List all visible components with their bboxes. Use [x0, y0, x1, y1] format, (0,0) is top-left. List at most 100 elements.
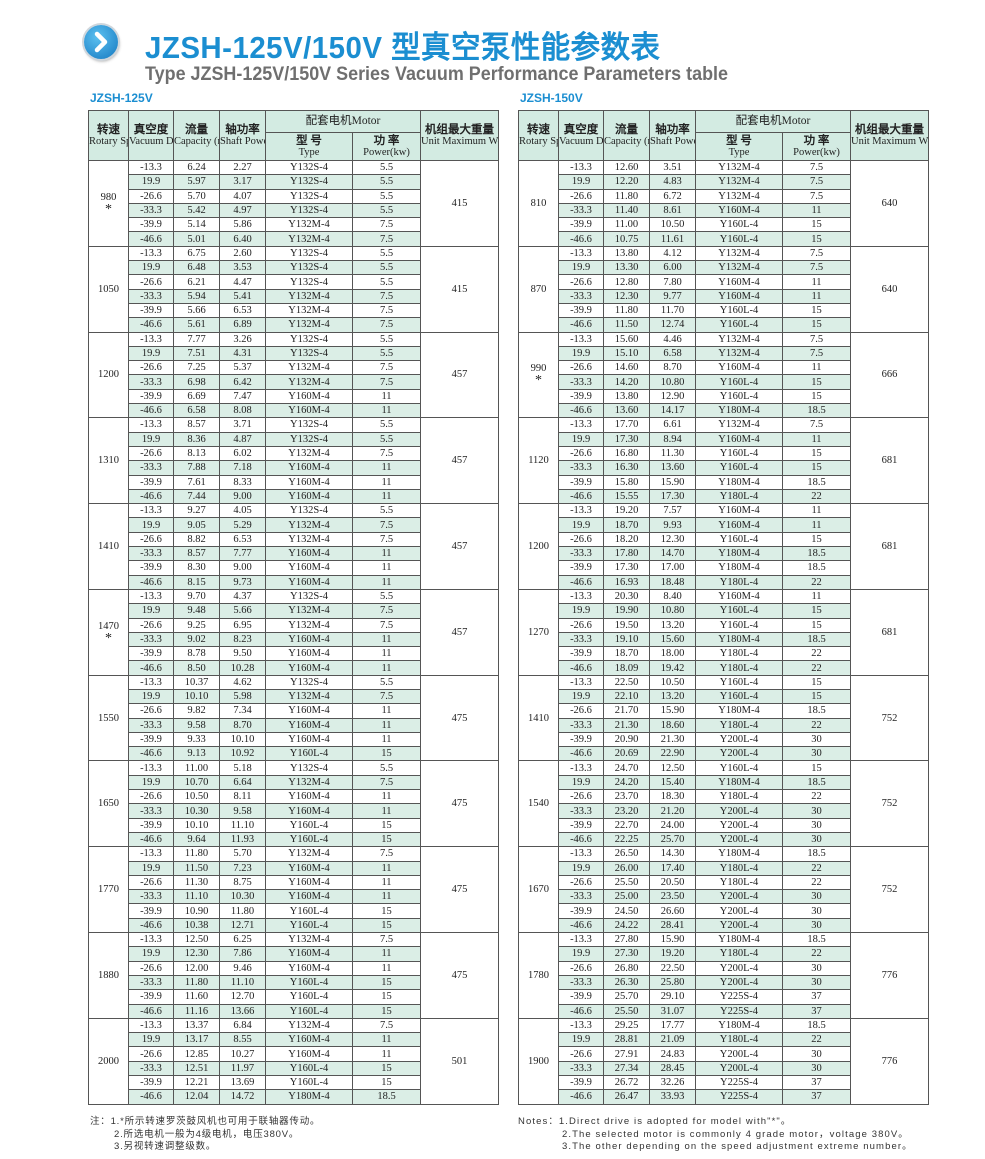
motor-power-cell: 22: [782, 488, 851, 505]
capacity-cell: 22.10: [603, 688, 650, 705]
header-vacuum-cn: 真空度: [563, 124, 599, 136]
shaft-power-cell: 10.28: [219, 660, 266, 676]
motor-type-cell: Y160L-4: [265, 746, 353, 762]
shaft-power-cell: 18.60: [649, 717, 696, 733]
capacity-cell: 20.30: [603, 588, 650, 605]
shaft-power-cell: 6.53: [219, 302, 266, 319]
table-row: 1120 -13.3 17.70 6.61 Y132M-4 7.5 681: [518, 417, 929, 505]
motor-type-cell: Y180L-4: [695, 646, 783, 662]
rotary-speed: 2000: [98, 1055, 119, 1067]
unit-weight-cell: 776: [850, 1017, 929, 1105]
shaft-power-cell: 2.27: [219, 159, 266, 176]
vacuum-cell: -39.9: [128, 302, 174, 319]
capacity-cell: 24.20: [603, 774, 650, 791]
capacity-cell: 12.00: [173, 960, 220, 976]
motor-power-cell: 7.5: [782, 345, 851, 362]
note-cn-2: 2.所选电机一般为4级电机，电压380V。: [114, 1128, 300, 1140]
rotary-speed-cell: 1540: [518, 760, 559, 848]
motor-type-cell: Y160M-4: [265, 717, 353, 733]
motor-type-cell: Y160M-4: [265, 1032, 353, 1048]
motor-type-cell: Y160M-4: [265, 546, 353, 562]
motor-power-cell: 15: [352, 917, 421, 934]
shaft-power-cell: 10.80: [649, 374, 696, 390]
header-weight-en: Unit Maximum Weight （kg）: [851, 136, 928, 147]
table-row: 19.9 8.36 4.87 Y132S-4 5.5: [89, 431, 499, 447]
shaft-power-cell: 32.26: [649, 1074, 696, 1091]
shaft-power-cell: 11.10: [219, 817, 266, 833]
shaft-power-cell: 7.34: [219, 703, 266, 719]
motor-type-cell: Y160M-4: [265, 660, 353, 676]
rotary-speed-cell: 1780: [518, 932, 559, 1019]
note-en-2: 2.The selected motor is commonly 4 grade…: [562, 1128, 909, 1140]
rotary-speed-cell: 1410: [518, 674, 559, 762]
shaft-power-cell: 11.70: [649, 302, 696, 319]
rotary-speed: 980: [100, 191, 117, 203]
table-row: -33.3 27.34 28.45 Y200L-4 30: [519, 1060, 929, 1077]
capacity-cell: 12.21: [173, 1074, 220, 1091]
motor-power-cell: 5.5: [352, 188, 421, 204]
table-row: 19.9 9.05 5.29 Y132M-4 7.5: [89, 517, 499, 533]
capacity-cell: 21.70: [603, 703, 650, 719]
motor-power-cell: 7.5: [352, 231, 421, 247]
shaft-power-cell: 5.29: [219, 517, 266, 533]
motor-power-cell: 7.5: [352, 846, 421, 862]
motor-type-cell: Y200L-4: [695, 917, 783, 934]
vacuum-cell: -13.3: [558, 503, 604, 519]
shaft-power-cell: 8.55: [219, 1032, 266, 1048]
direct-drive-marker: *: [105, 630, 112, 646]
motor-type-cell: Y132M-4: [695, 188, 783, 204]
motor-type-cell: Y132S-4: [265, 245, 353, 262]
rotary-speed: 1050: [98, 283, 119, 295]
table-row: 19.9 19.90 10.80 Y160L-4 15: [519, 603, 929, 619]
rotary-speed-cell: 870: [518, 245, 559, 333]
shaft-power-cell: 4.07: [219, 188, 266, 204]
motor-type-cell: Y132M-4: [265, 517, 353, 533]
capacity-cell: 10.10: [173, 688, 220, 705]
motor-power-cell: 18.5: [782, 932, 851, 948]
header-motor-label: 配套电机Motor: [735, 115, 811, 127]
capacity-cell: 6.75: [173, 245, 220, 262]
table-row: 990 * -13.3 15.60 4.46 Y132M-4 7.5 666: [518, 331, 929, 419]
vacuum-cell: -33.3: [558, 974, 604, 991]
motor-power-cell: 22: [782, 646, 851, 662]
shaft-power-cell: 10.30: [219, 889, 266, 905]
motor-power-cell: 11: [352, 874, 421, 891]
capacity-cell: 9.05: [173, 517, 220, 533]
capacity-cell: 12.80: [603, 274, 650, 290]
motor-type-cell: Y160M-4: [265, 631, 353, 648]
motor-power-cell: 11: [782, 360, 851, 376]
unit-weight-cell: 475: [420, 760, 499, 848]
rotary-speed: 1650: [98, 798, 119, 810]
motor-type-cell: Y200L-4: [695, 817, 783, 833]
rotary-speed-cell: 1310: [88, 417, 129, 505]
rotary-speed: 1550: [98, 712, 119, 724]
shaft-power-cell: 7.18: [219, 460, 266, 476]
shaft-power-cell: 11.93: [219, 831, 266, 848]
vacuum-cell: -46.6: [128, 231, 174, 247]
capacity-cell: 7.88: [173, 460, 220, 476]
motor-type-cell: Y132S-4: [265, 674, 353, 690]
motor-power-cell: 11: [352, 388, 421, 405]
vacuum-cell: -46.6: [128, 660, 174, 676]
motor-type-cell: Y180M-4: [695, 631, 783, 648]
table-row: -39.9 11.00 10.50 Y160L-4 15: [519, 217, 929, 233]
motor-power-cell: 7.5: [352, 1017, 421, 1034]
motor-power-cell: 7.5: [352, 374, 421, 390]
shaft-power-cell: 29.10: [649, 989, 696, 1005]
capacity-cell: 10.38: [173, 917, 220, 934]
table-row: 1410 -13.3 9.27 4.05 Y132S-4 5.5 457: [88, 503, 499, 590]
capacity-cell: 9.82: [173, 703, 220, 719]
header-motor-power: 功 率 Power(kw): [782, 132, 851, 161]
header-motor-type-en: Type: [298, 147, 320, 158]
vacuum-cell: -13.3: [558, 417, 604, 433]
table-row: 870 -13.3 13.80 4.12 Y132M-4 7.5 640: [518, 245, 929, 333]
vacuum-cell: -39.9: [128, 903, 174, 919]
unit-weight-cell: 475: [420, 932, 499, 1019]
capacity-cell: 20.69: [603, 746, 650, 762]
table-row: -26.6 9.25 6.95 Y132M-4 7.5: [89, 617, 499, 633]
vacuum-cell: -26.6: [128, 960, 174, 976]
motor-type-cell: Y160L-4: [695, 460, 783, 476]
vacuum-cell: 19.9: [128, 774, 174, 791]
table-row: 810 -13.3 12.60 3.51 Y132M-4 7.5 640: [518, 159, 929, 247]
motor-type-cell: Y132S-4: [265, 588, 353, 605]
